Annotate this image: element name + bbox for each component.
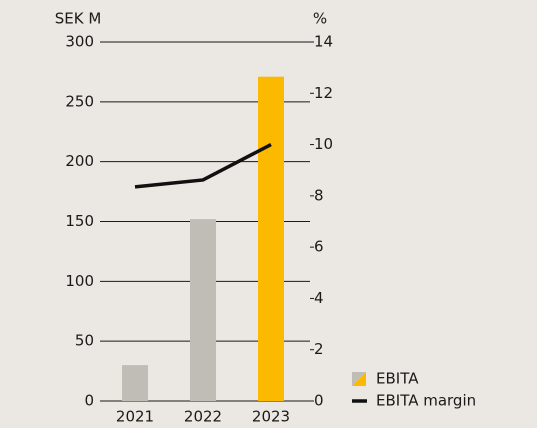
legend-swatch [352, 372, 366, 386]
y2-tick-label: 4 [314, 289, 324, 307]
y2-axis-label: % [313, 10, 327, 28]
y2-tick-label: 8 [314, 186, 324, 204]
y2-tick-label: 14 [314, 33, 333, 51]
y2-tick-label: 0 [314, 392, 324, 410]
bar [190, 219, 216, 401]
legend-label: EBITA [376, 370, 419, 388]
y-tick-label: 100 [65, 272, 94, 290]
y-tick-label: 0 [84, 392, 94, 410]
y-tick-label: 300 [65, 33, 94, 51]
bar [258, 76, 284, 401]
y-tick-label: 200 [65, 152, 94, 170]
y2-tick-label: 2 [314, 340, 324, 358]
y-tick-label: 50 [75, 332, 94, 350]
x-tick-label: 2022 [184, 408, 222, 426]
line [134, 143, 272, 189]
y2-tick-label: 12 [314, 84, 333, 102]
y2-tick-label: 6 [314, 238, 324, 256]
bar [122, 365, 148, 401]
y-tick-label: 250 [65, 92, 94, 110]
y-tick-label: 150 [65, 212, 94, 230]
x-tick-label: 2023 [252, 408, 290, 426]
y2-tick-label: 10 [314, 135, 333, 153]
y-axis-label: SEK M [55, 10, 102, 28]
x-tick-label: 2021 [116, 408, 154, 426]
legend-label: EBITA margin [376, 392, 476, 410]
